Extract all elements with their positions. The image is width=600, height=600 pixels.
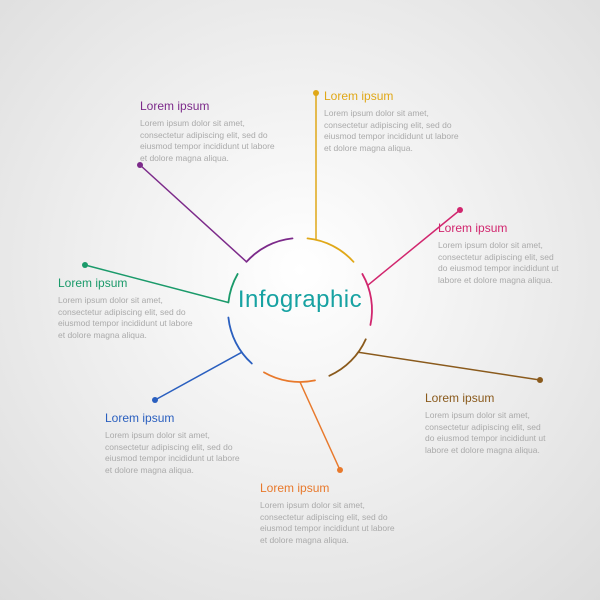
block-title: Lorem ipsum	[324, 88, 462, 104]
text-block-bottom: Lorem ipsum Lorem ipsum dolor sit amet, c…	[260, 480, 400, 546]
text-block-bottom-right: Lorem ipsum Lorem ipsum dolor sit amet, c…	[425, 390, 550, 456]
center-label: Infographic	[238, 286, 362, 314]
spoke-dot-bottom-right	[537, 377, 543, 383]
text-block-top-right: Lorem ipsum Lorem ipsum dolor sit amet, c…	[324, 88, 462, 154]
block-body: Lorem ipsum dolor sit amet, consectetur …	[438, 240, 563, 286]
text-block-right: Lorem ipsum Lorem ipsum dolor sit amet, c…	[438, 220, 563, 286]
infographic-canvas: Infographic Lorem ipsum Lorem ipsum dolor…	[0, 0, 600, 600]
spoke-dot-bottom	[337, 467, 343, 473]
spoke-dot-left	[82, 262, 88, 268]
spoke-dot-right	[457, 207, 463, 213]
text-block-top-left: Lorem ipsum Lorem ipsum dolor sit amet, c…	[140, 98, 275, 164]
block-body: Lorem ipsum dolor sit amet, consectetur …	[140, 118, 275, 164]
block-title: Lorem ipsum	[438, 220, 563, 236]
block-body: Lorem ipsum dolor sit amet, consectetur …	[324, 108, 462, 154]
block-body: Lorem ipsum dolor sit amet, consectetur …	[58, 295, 193, 341]
block-title: Lorem ipsum	[425, 390, 550, 406]
block-body: Lorem ipsum dolor sit amet, consectetur …	[425, 410, 550, 456]
block-title: Lorem ipsum	[140, 98, 275, 114]
text-block-left: Lorem ipsum Lorem ipsum dolor sit amet, c…	[58, 275, 193, 341]
block-title: Lorem ipsum	[260, 480, 400, 496]
spoke-dot-bottom-left	[152, 397, 158, 403]
block-title: Lorem ipsum	[58, 275, 193, 291]
text-block-bottom-left: Lorem ipsum Lorem ipsum dolor sit amet, c…	[105, 410, 245, 476]
block-body: Lorem ipsum dolor sit amet, consectetur …	[260, 500, 400, 546]
spoke-dot-top-right	[313, 90, 319, 96]
block-title: Lorem ipsum	[105, 410, 245, 426]
block-body: Lorem ipsum dolor sit amet, consectetur …	[105, 430, 245, 476]
